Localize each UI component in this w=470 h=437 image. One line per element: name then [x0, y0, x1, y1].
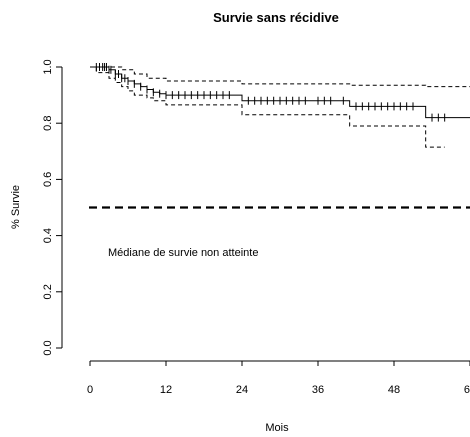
x-tick-label: 36: [312, 384, 324, 396]
y-tick-label: 0.8: [42, 116, 54, 131]
ci-line-1: [90, 66, 470, 88]
censor-marks: [95, 63, 446, 122]
x-tick-label: 12: [160, 384, 172, 396]
y-tick-label: 0.0: [42, 340, 54, 355]
y-tick-label: 0.2: [42, 284, 54, 299]
y-tick-label: 0.6: [42, 172, 54, 187]
y-tick-label: 0.4: [42, 228, 54, 243]
chart-title: Survie sans récidive: [213, 10, 339, 25]
y-tick-label: 1.0: [42, 59, 54, 74]
x-tick-label: 24: [236, 384, 248, 396]
x-axis: 0 12 24 36 48 60: [87, 360, 470, 396]
y-axis-label: % Survie: [10, 185, 22, 229]
x-tick-label: 0: [87, 384, 93, 396]
confidence-interval-lines: [90, 66, 470, 148]
x-tick-label: 48: [388, 384, 400, 396]
y-axis: 0.0 0.2 0.4 0.6 0.8 1.0: [42, 59, 63, 356]
ci-line-2: [90, 66, 445, 148]
plot-area: [89, 63, 470, 209]
x-axis-label: Mois: [265, 422, 289, 434]
x-tick-label: 60: [464, 384, 470, 396]
median-annotation: Médiane de survie non atteinte: [108, 247, 258, 259]
